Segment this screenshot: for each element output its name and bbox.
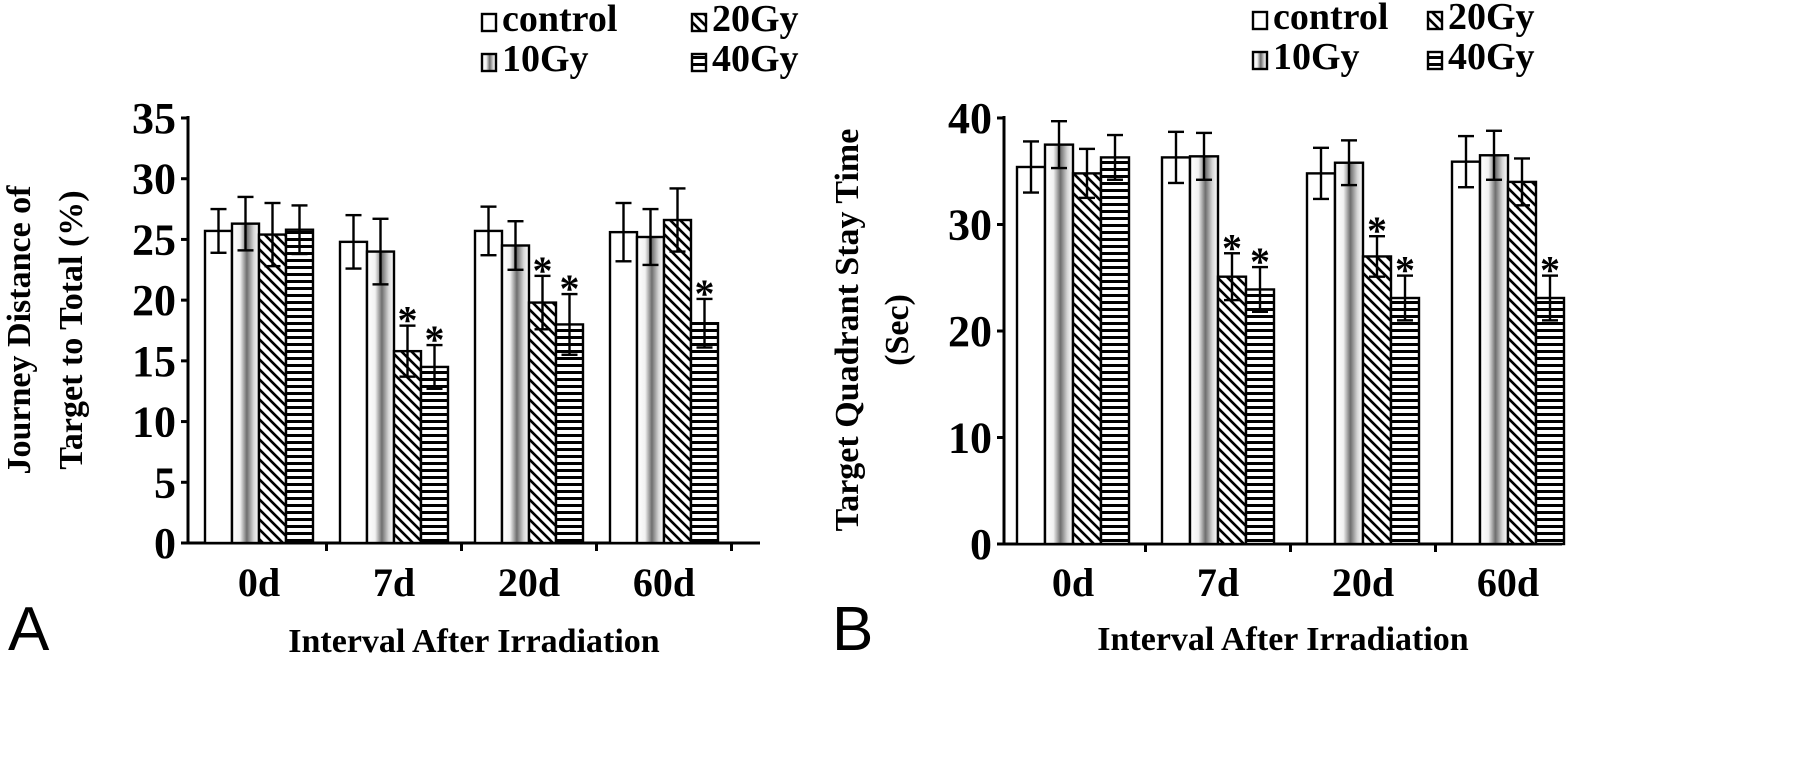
- bar-40gy-0d: [284, 228, 315, 545]
- y-tick-label: 40: [948, 94, 992, 143]
- bar-control-0d: [203, 229, 234, 545]
- legend-swatch-control: [480, 12, 498, 33]
- bar-40gy-0d: [1099, 156, 1131, 546]
- y-axis-title-line-2: (Sec): [879, 294, 916, 366]
- bar-20gy-7d: [392, 349, 423, 545]
- y-tick-label: 10: [132, 398, 176, 447]
- significance-star: *: [695, 271, 715, 316]
- significance-star: *: [398, 298, 418, 343]
- x-tick-label-60d: 60d: [633, 560, 695, 605]
- bar-10gy-20d: [1333, 161, 1365, 546]
- x-tick-label-20d: 20d: [1332, 560, 1394, 605]
- bar-20gy-20d: [1361, 255, 1393, 546]
- y-tick-label: 10: [948, 414, 992, 463]
- x-axis-title: Interval After Irradiation: [288, 623, 660, 660]
- bar-40gy-20d: [1389, 296, 1421, 546]
- y-tick-label: 30: [948, 201, 992, 250]
- y-tick-label: 25: [132, 215, 176, 264]
- bar-10gy-60d: [635, 235, 666, 545]
- bar-control-60d: [608, 230, 639, 545]
- legend-label-40gy: 40Gy: [712, 38, 799, 80]
- significance-star: *: [1540, 248, 1560, 293]
- bar-control-20d: [473, 229, 504, 545]
- bar-40gy-60d: [1534, 296, 1566, 546]
- bar-20gy-7d: [1216, 275, 1248, 546]
- legend-label-control: control: [502, 0, 617, 40]
- x-tick-label-0d: 0d: [1052, 560, 1094, 605]
- significance-star: *: [1250, 239, 1270, 284]
- bar-20gy-20d: [527, 301, 558, 545]
- bar-10gy-7d: [1188, 155, 1220, 546]
- x-tick-label-20d: 20d: [498, 560, 560, 605]
- legend-label-20gy: 20Gy: [1448, 0, 1535, 38]
- bar-20gy-0d: [1071, 172, 1103, 546]
- x-tick-label-0d: 0d: [238, 560, 280, 605]
- bar-20gy-60d: [662, 218, 693, 545]
- bar-10gy-20d: [500, 244, 531, 545]
- bar-40gy-7d: [1244, 288, 1276, 546]
- legend-swatch-40gy: [690, 52, 708, 73]
- y-tick-label: 0: [970, 520, 992, 569]
- bar-control-60d: [1450, 160, 1482, 546]
- x-tick-label-7d: 7d: [373, 560, 415, 605]
- legend-label-40gy: 40Gy: [1448, 36, 1535, 78]
- y-axis-title-line-1: Target Quadrant Stay Time: [829, 129, 866, 532]
- bar-10gy-0d: [230, 222, 261, 545]
- y-axis-title-line-2: Target to Total (%): [53, 190, 90, 469]
- bar-40gy-20d: [554, 323, 585, 545]
- significance-star: *: [560, 266, 580, 311]
- panel-label: A: [8, 595, 50, 664]
- legend-swatch-20gy: [690, 12, 708, 33]
- significance-star: *: [1395, 248, 1415, 293]
- y-tick-label: 20: [132, 276, 176, 325]
- legend-swatch-10gy: [1251, 50, 1269, 71]
- significance-star: *: [1367, 208, 1387, 253]
- legend-label-10gy: 10Gy: [502, 38, 589, 80]
- bar-40gy-7d: [419, 365, 450, 545]
- bar-control-0d: [1015, 165, 1047, 546]
- x-axis-title: Interval After Irradiation: [1097, 621, 1469, 658]
- bar-control-20d: [1305, 172, 1337, 546]
- bar-20gy-60d: [1506, 180, 1538, 546]
- legend-label-10gy: 10Gy: [1273, 36, 1360, 78]
- y-tick-label: 5: [154, 458, 176, 507]
- y-tick-label: 20: [948, 307, 992, 356]
- bar-control-7d: [1160, 156, 1192, 546]
- panel-label: B: [832, 595, 873, 664]
- legend-swatch-10gy: [480, 52, 498, 73]
- legend-swatch-40gy: [1426, 50, 1444, 71]
- y-tick-label: 15: [132, 337, 176, 386]
- significance-star: *: [533, 248, 553, 293]
- bar-10gy-7d: [365, 250, 396, 545]
- y-tick-label: 0: [154, 519, 176, 568]
- legend-swatch-control: [1251, 10, 1269, 31]
- legend-label-20gy: 20Gy: [712, 0, 799, 40]
- bar-10gy-0d: [1043, 143, 1075, 546]
- y-axis-title-line-1: Journey Distance of: [1, 185, 38, 475]
- legend-label-control: control: [1273, 0, 1388, 38]
- significance-star: *: [1222, 225, 1242, 270]
- x-tick-label-7d: 7d: [1197, 560, 1239, 605]
- y-tick-label: 35: [132, 94, 176, 143]
- bar-10gy-60d: [1478, 154, 1510, 546]
- legend-swatch-20gy: [1426, 10, 1444, 31]
- bar-20gy-0d: [257, 233, 288, 545]
- bar-40gy-60d: [689, 322, 720, 545]
- y-tick-label: 30: [132, 155, 176, 204]
- significance-star: *: [425, 317, 445, 362]
- bar-control-7d: [338, 240, 369, 545]
- x-tick-label-60d: 60d: [1477, 560, 1539, 605]
